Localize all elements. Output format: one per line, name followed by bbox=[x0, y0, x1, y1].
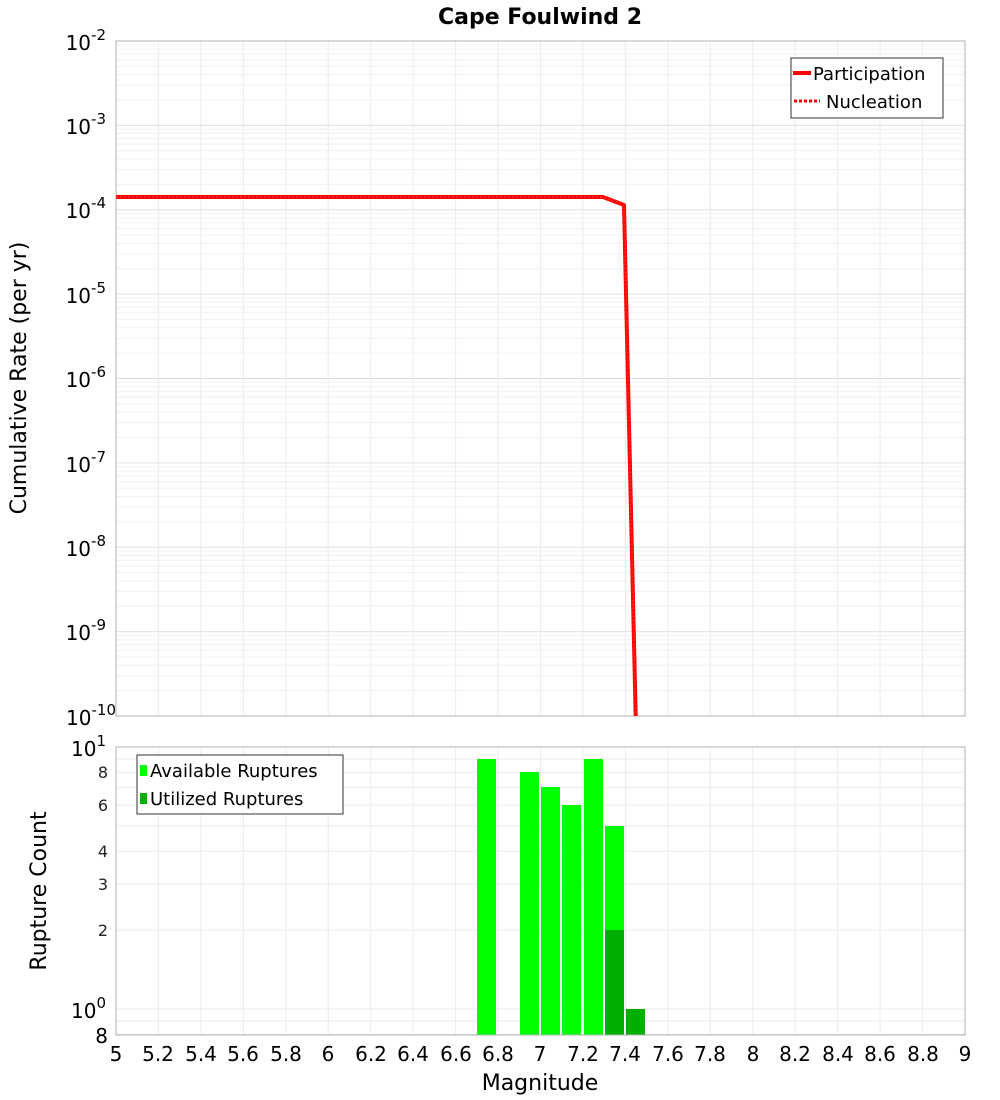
ytick-1e-3: 10-3 bbox=[66, 110, 106, 139]
svg-text:5.8: 5.8 bbox=[270, 1042, 302, 1066]
svg-text:6.8: 6.8 bbox=[482, 1042, 514, 1066]
ytick-1e-6: 10-6 bbox=[66, 363, 106, 392]
ytick-1: 100 bbox=[71, 994, 106, 1023]
svg-text:8.2: 8.2 bbox=[779, 1042, 811, 1066]
top-plot: 10-2 10-3 10-4 10-5 10-6 10-7 10-8 10-9 … bbox=[7, 26, 966, 730]
legend-available: Available Ruptures bbox=[150, 761, 318, 782]
x-axis-label: Magnitude bbox=[482, 1071, 599, 1096]
bottom-legend: Available Ruptures Utilized Ruptures bbox=[136, 754, 344, 815]
bar-7.15 bbox=[562, 805, 581, 1035]
svg-text:8.6: 8.6 bbox=[864, 1042, 896, 1066]
svg-text:7.4: 7.4 bbox=[609, 1042, 641, 1066]
top-grid bbox=[116, 41, 965, 716]
svg-text:6.6: 6.6 bbox=[440, 1042, 472, 1066]
ytick-1e-7: 10-7 bbox=[66, 448, 106, 477]
ytick-1e-8: 10-8 bbox=[66, 532, 106, 561]
svg-text:5: 5 bbox=[110, 1042, 123, 1066]
ytick-2: 2 bbox=[98, 921, 108, 940]
legend-utilized: Utilized Ruptures bbox=[150, 789, 303, 810]
ytick-1e-4: 10-4 bbox=[66, 194, 106, 223]
ytick-6: 6 bbox=[98, 796, 108, 815]
bar-7.05 bbox=[541, 787, 560, 1035]
ytick-3: 3 bbox=[98, 875, 108, 894]
bottom-y-ticks: 101 8 6 4 3 2 100 8 bbox=[71, 732, 108, 1048]
x-ticks: 5 5.2 5.4 5.6 5.8 6 6.2 6.4 6.6 6.8 7 7.… bbox=[110, 1042, 972, 1066]
ytick-8: 8 bbox=[98, 763, 108, 782]
ytick-10: 101 bbox=[71, 732, 106, 761]
nucleation-line bbox=[116, 196, 637, 716]
ytick-1e-10: 10-10 bbox=[66, 701, 116, 730]
legend-participation: Participation bbox=[813, 64, 925, 85]
svg-text:7.2: 7.2 bbox=[567, 1042, 599, 1066]
svg-text:7.6: 7.6 bbox=[652, 1042, 684, 1066]
svg-text:6.2: 6.2 bbox=[355, 1042, 387, 1066]
bar-6.95 bbox=[520, 772, 539, 1035]
utilized-bars bbox=[605, 930, 645, 1035]
legend-nucleation: Nucleation bbox=[826, 92, 922, 113]
bar-7.25 bbox=[584, 759, 603, 1035]
utilized-bar-7.35 bbox=[605, 930, 624, 1035]
bottom-y-axis-label: Rupture Count bbox=[27, 811, 52, 971]
utilized-bar-7.45 bbox=[626, 1009, 645, 1035]
svg-text:6.4: 6.4 bbox=[397, 1042, 429, 1066]
ytick-1e-9: 10-9 bbox=[66, 616, 106, 645]
ytick-4: 4 bbox=[98, 842, 108, 861]
bottom-plot: 101 8 6 4 3 2 100 8 Rupture Count 5 5.2 … bbox=[27, 732, 971, 1096]
bar-6.75 bbox=[477, 759, 496, 1035]
svg-text:8.4: 8.4 bbox=[822, 1042, 854, 1066]
chart-title: Cape Foulwind 2 bbox=[438, 5, 642, 30]
available-legend-icon bbox=[140, 765, 147, 776]
svg-text:9: 9 bbox=[959, 1042, 972, 1066]
svg-text:7: 7 bbox=[534, 1042, 547, 1066]
ytick-0.8: 8 bbox=[95, 1024, 108, 1048]
svg-text:7.8: 7.8 bbox=[694, 1042, 726, 1066]
svg-text:5.6: 5.6 bbox=[227, 1042, 259, 1066]
svg-text:6: 6 bbox=[322, 1042, 335, 1066]
top-legend: Participation Nucleation bbox=[790, 57, 944, 119]
svg-text:8.8: 8.8 bbox=[907, 1042, 939, 1066]
top-y-axis-label: Cumulative Rate (per yr) bbox=[7, 242, 32, 515]
ytick-1e-2: 10-2 bbox=[66, 26, 106, 55]
top-y-ticks: 10-2 10-3 10-4 10-5 10-6 10-7 10-8 10-9 … bbox=[66, 26, 116, 730]
svg-text:5.4: 5.4 bbox=[185, 1042, 217, 1066]
svg-text:8: 8 bbox=[747, 1042, 760, 1066]
ytick-1e-5: 10-5 bbox=[66, 279, 106, 308]
utilized-legend-icon bbox=[140, 793, 147, 804]
svg-text:5.2: 5.2 bbox=[142, 1042, 174, 1066]
